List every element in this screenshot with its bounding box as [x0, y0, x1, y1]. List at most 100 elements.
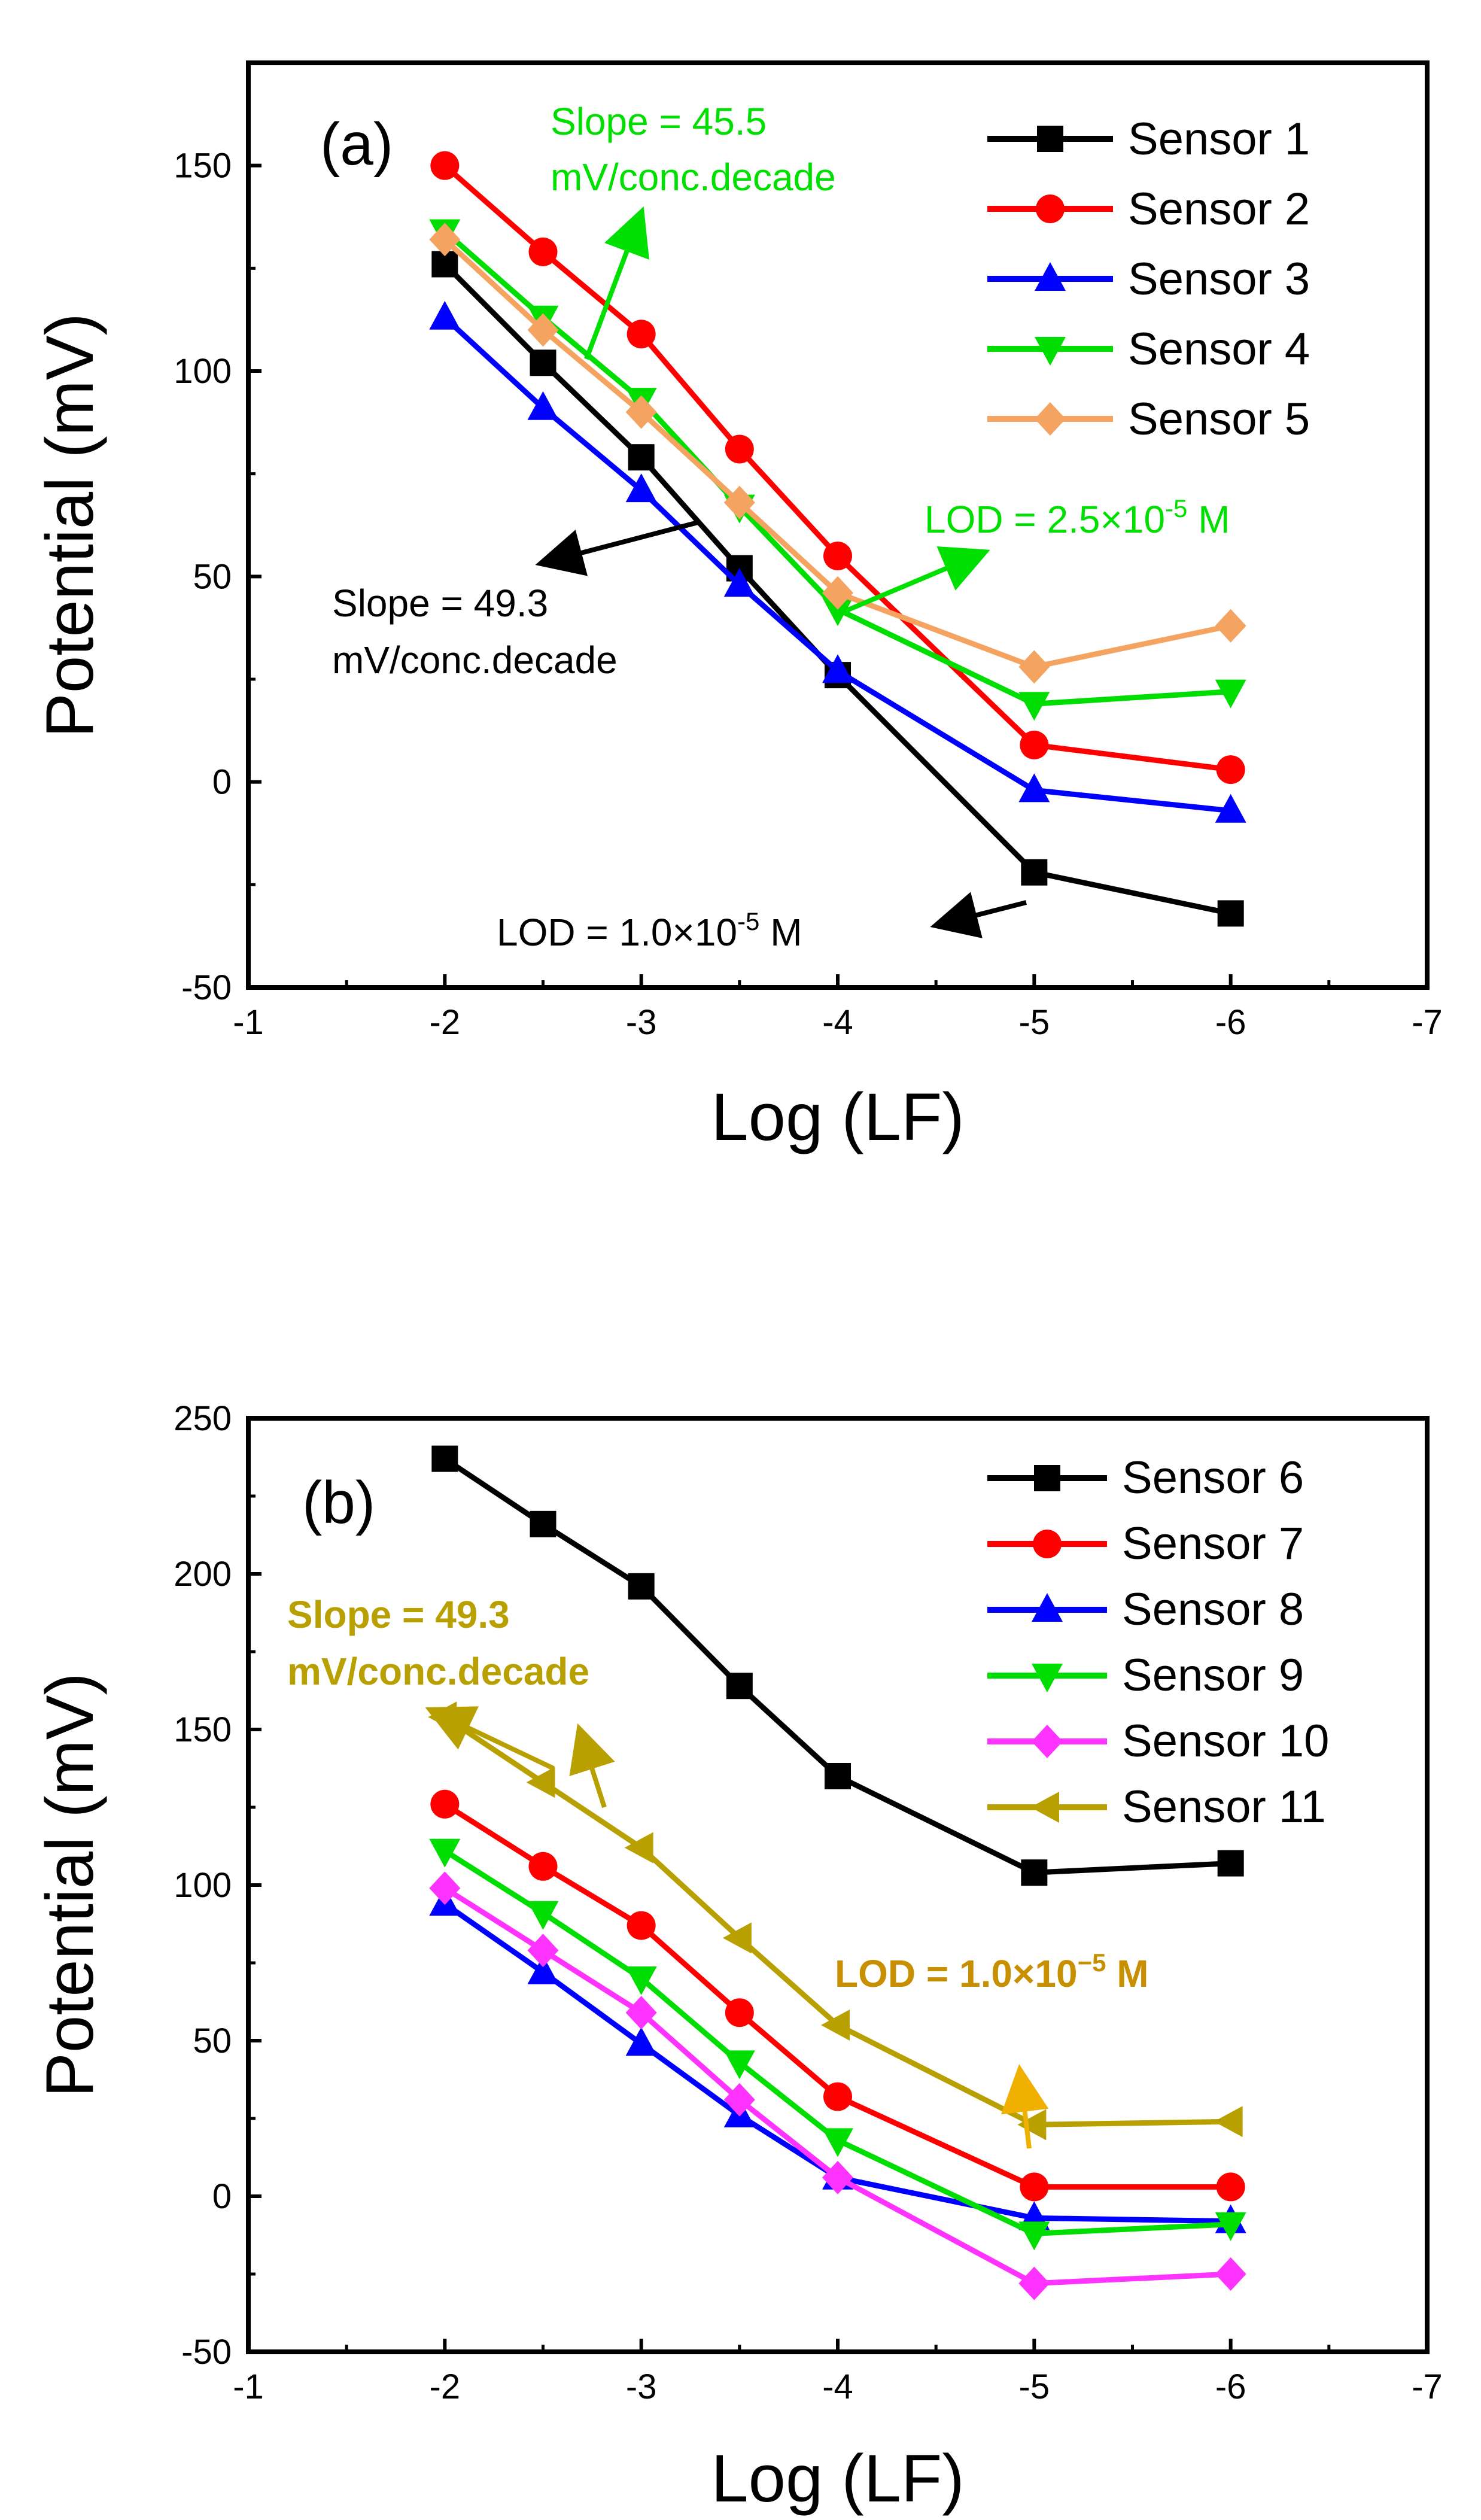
panel-b-data-point: [526, 1767, 555, 1798]
panel-b-data-point: [527, 1901, 559, 1930]
panel-b-x-tick-label: -5: [1019, 2367, 1050, 2406]
panel-b-y-tick-label: -50: [181, 2333, 232, 2372]
panel-a-data-point: [723, 485, 755, 519]
panel-a-x-tick-label: -3: [626, 1003, 657, 1042]
panel-a-data-point: [723, 568, 755, 597]
panel-a-data-point: [1216, 755, 1245, 785]
panel-b-x-tick-label: -7: [1412, 2367, 1443, 2406]
panel-a-data-point: [429, 223, 461, 257]
panel-b-data-point: [625, 2027, 657, 2056]
panel-a-legend-label: Sensor 1: [1128, 114, 1310, 165]
panel-a-lod-black-unit: M: [759, 911, 802, 954]
panel-a-data-point: [822, 654, 853, 683]
panel-b-data-point: [527, 1934, 559, 1968]
panel-a-data-point: [625, 473, 657, 503]
panel-a-lod-green-main: LOD = 2.5×10: [925, 498, 1165, 541]
panel-b-series-layer: [428, 1445, 1246, 2300]
panel-a-data-point: [625, 395, 657, 429]
panel-b-legend-label: Sensor 9: [1122, 1650, 1304, 1701]
panel-a-data-point: [1021, 859, 1048, 886]
panel-a-data-point: [627, 320, 656, 349]
panel-a-data-point: [1018, 650, 1050, 684]
panel-b-data-point: [625, 1996, 657, 2030]
panel-b-lod-exponent: −5: [1078, 1948, 1106, 1977]
panel-b-x-axis-title: Log (LF): [711, 2441, 964, 2516]
panel-a-data-point: [1020, 730, 1049, 759]
panel-a-x-tick-label: -6: [1215, 1003, 1246, 1042]
panel-b-data-point: [725, 1998, 754, 2027]
panel-a-data-point: [1018, 773, 1050, 802]
panel-b-data-point: [723, 2083, 755, 2117]
panel-b: -1 -2 -3 -4 -5 -6 -7 -50 0 50 100 150 200 250 (b) Log…: [32, 1399, 1443, 2516]
panel-b-axis-layer: -1 -2 -3 -4 -5 -6 -7 -50 0 50 100 150 200 250: [174, 1399, 1443, 2406]
panel-b-y-tick-label: 0: [212, 2177, 232, 2216]
panel-a-data-point: [528, 237, 558, 266]
panel-a-lod-annotation-black: LOD = 1.0×10-5 M: [497, 907, 802, 954]
panel-a-axis-layer: -1 -2 -3 -4 -5 -6 -7 -50 0 50 100 150: [174, 147, 1443, 1042]
panel-a-data-point: [1217, 900, 1244, 927]
panel-b-data-point: [625, 1966, 657, 1995]
panel-a-slope-arrow-black: [535, 519, 701, 576]
panel-a-lod-arrow-black: [930, 892, 1027, 938]
panel-b-data-point: [1215, 2257, 1246, 2291]
panel-a-y-tick-label: 150: [174, 147, 232, 186]
panel-a-x-axis-title: Log (LF): [711, 1080, 964, 1154]
panel-b-y-axis-title: Potential (mV): [32, 1673, 107, 2098]
panel-b-x-tick-label: -3: [626, 2367, 657, 2406]
panel-b-y-tick-label: 150: [174, 1710, 232, 1749]
panel-a-data-point: [725, 434, 754, 464]
panel-b-data-point: [1214, 2106, 1243, 2138]
panel-b-data-point: [431, 1445, 458, 1472]
panel-a-label: (a): [320, 111, 393, 178]
panel-b-data-point: [527, 1955, 559, 1984]
panel-b-x-tick-label: -4: [822, 2367, 853, 2406]
panel-b-legend-marker: [1032, 1593, 1063, 1622]
panel-a-y-tick-label: 100: [174, 352, 232, 391]
panel-a-data-point: [527, 313, 559, 347]
panel-b-data-point: [1017, 2109, 1047, 2141]
panel-b-slope-annotation: mV/conc.decade: [287, 1650, 589, 1693]
panel-b-data-point: [528, 1852, 558, 1881]
panel-b-legend-marker: [1030, 1792, 1059, 1823]
panel-a-series-line-4: [443, 229, 1231, 707]
panel-b-y-tick-label: 100: [174, 1866, 232, 1905]
panel-a-data-point: [1215, 609, 1246, 643]
panel-b-data-point: [823, 2082, 852, 2111]
panel-a-x-tick-label: -1: [233, 1003, 264, 1042]
panel-b-data-point: [530, 1510, 556, 1537]
panel-b-data-point: [726, 1673, 753, 1700]
panel-b-data-point: [822, 2160, 853, 2194]
panel-b-data-point: [429, 1871, 461, 1905]
panel-a-x-tick-label: -4: [822, 1003, 853, 1042]
panel-a-slope-annotation-black: Slope = 49.3: [332, 582, 548, 625]
panel-a-legend-marker: [1035, 337, 1066, 366]
panel-a-slope-arrow-green: [584, 206, 649, 360]
panel-a-legend-marker: [1035, 262, 1066, 291]
panel-a-data-point: [530, 349, 556, 376]
panel-b-data-point: [624, 1832, 653, 1864]
panel-a-legend-label: Sensor 2: [1128, 184, 1310, 235]
panel-b-y-tick-label: 250: [174, 1399, 232, 1438]
panel-a-legend-label: Sensor 5: [1128, 394, 1310, 445]
panel-b-legend-label: Sensor 10: [1122, 1716, 1329, 1767]
panel-a-data-point: [822, 576, 853, 610]
panel-b-data-point: [723, 2050, 755, 2080]
panel-a-y-axis-title: Potential (mV): [32, 313, 107, 738]
panel-b-data-point: [1020, 2172, 1049, 2202]
panel-a-legend-label: Sensor 4: [1128, 324, 1310, 375]
panel-b-data-point: [1018, 2221, 1050, 2251]
panel-a-legend-marker: [1036, 194, 1065, 223]
panel-b-legend-label: Sensor 8: [1122, 1584, 1304, 1635]
panel-a-legend-marker: [1037, 126, 1063, 152]
panel-b-y-tick-label: 200: [174, 1555, 232, 1594]
panel-b-data-point: [1217, 1850, 1244, 1877]
panel-b-lod-arrow: [1000, 2064, 1049, 2149]
panel-b-legend-label: Sensor 11: [1122, 1782, 1326, 1832]
panel-b-x-tick-label: -1: [233, 2367, 264, 2406]
panel-a-data-point: [527, 391, 559, 420]
panel-a-slope-annotation-green: mV/conc.decade: [551, 156, 836, 199]
panel-a-data-point: [823, 542, 852, 570]
panel-a-x-tick-label: -5: [1019, 1003, 1050, 1042]
panel-a-data-point: [1018, 692, 1050, 721]
